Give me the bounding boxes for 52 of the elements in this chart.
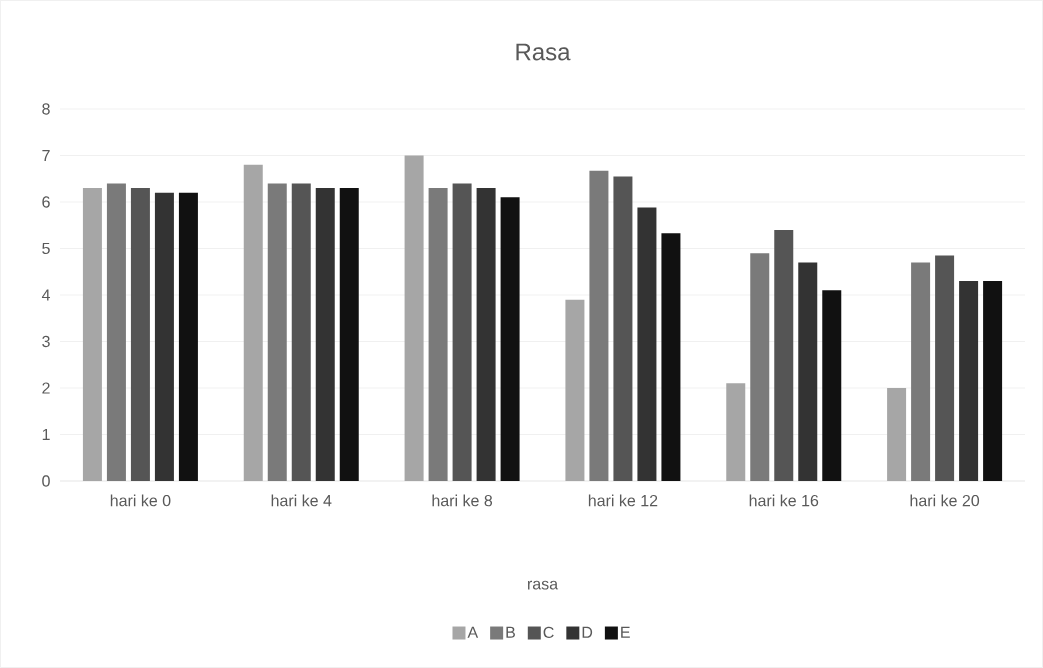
- bar: [178, 192, 198, 481]
- chart-title: Rasa: [516, 43, 571, 61]
- y-tick-label: 0: [42, 475, 50, 487]
- bar: [82, 188, 102, 481]
- y-tick-label: 5: [42, 242, 50, 255]
- y-tick-label: 6: [42, 196, 50, 208]
- bar: [106, 183, 126, 481]
- bar: [130, 188, 150, 481]
- bar: [267, 183, 287, 481]
- x-tick-label: hari ke 0: [110, 494, 171, 507]
- y-tick-label: 8: [42, 103, 50, 115]
- bar: [291, 183, 311, 481]
- bar: [661, 233, 681, 481]
- bar: [822, 290, 842, 481]
- legend-label: A: [467, 626, 479, 638]
- y-tick-label: 4: [41, 289, 51, 301]
- bar: [500, 197, 520, 481]
- legend-label: C: [543, 626, 554, 639]
- y-tick-label: 1: [42, 428, 50, 440]
- legend-label: E: [621, 626, 630, 638]
- bar: [726, 383, 746, 481]
- bar: [774, 229, 794, 481]
- x-tick-label: hari ke 8: [432, 494, 493, 507]
- y-tick-label: 3: [42, 335, 50, 348]
- bar: [428, 188, 448, 481]
- bar: [798, 262, 818, 481]
- bar: [589, 170, 609, 481]
- bar: [750, 253, 770, 481]
- y-tick-label: 7: [42, 149, 50, 161]
- x-axis-title: rasa: [528, 580, 559, 590]
- bar: [637, 207, 657, 481]
- legend-label: B: [506, 626, 515, 638]
- bar: [154, 192, 174, 481]
- bar: [404, 155, 424, 481]
- bar: [243, 164, 263, 481]
- x-tick-label: hari ke 4: [271, 494, 332, 507]
- bar: [452, 183, 472, 481]
- bar: [315, 188, 335, 481]
- bar: [983, 281, 1003, 481]
- bar: [565, 299, 585, 481]
- bar: [911, 262, 931, 481]
- legend-label: D: [582, 626, 593, 638]
- bar: [476, 188, 496, 481]
- y-tick-label: 2: [42, 382, 50, 394]
- bar: [339, 188, 359, 481]
- x-tick-label: hari ke 12: [588, 494, 658, 507]
- x-tick-label: hari ke 20: [910, 494, 980, 507]
- bar: [613, 176, 633, 481]
- bar: [959, 281, 979, 481]
- bar: [935, 255, 955, 481]
- x-tick-label: hari ke 16: [749, 494, 819, 507]
- bar: [887, 388, 907, 481]
